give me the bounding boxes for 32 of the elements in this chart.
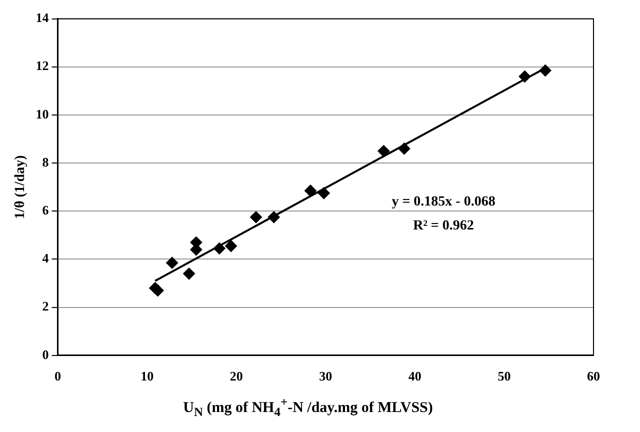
y-tick-label: 8 [42,154,50,170]
point [225,240,238,252]
point [518,70,531,83]
point [304,184,316,197]
y-axis-title: 1/θ (1/day) [13,154,28,219]
x-tick-label: 60 [587,368,600,384]
point [268,211,280,224]
y-tick-label: 14 [36,10,50,26]
annotation: y = 0.185x - 0.068 [392,194,496,210]
annotation: R² = 0.962 [413,218,474,234]
x-axis-title: U$_{N}$ (mg of NH$_{4}$$^{+}$-N /day.mg of MLVSS) [182,395,434,420]
point [250,211,262,224]
x-tick-label: 10 [140,368,154,384]
point [398,142,410,155]
y-tick-label: 6 [42,202,50,218]
y-tick-label: 12 [36,58,49,74]
point [183,268,196,280]
x-tick-label: 50 [498,368,511,384]
point [213,242,226,254]
y-tick-label: 4 [42,250,50,266]
point [166,256,178,269]
x-tick-label: 0 [54,368,62,384]
x-tick-label: 20 [230,368,243,384]
point [318,187,330,200]
x-tick-label: 40 [408,368,422,384]
point [378,145,390,158]
y-tick-label: 2 [42,298,49,314]
y-tick-label: 10 [36,106,49,122]
y-tick-label: 0 [42,346,49,362]
x-tick-label: 30 [319,368,332,384]
point [152,284,164,296]
point [539,64,552,76]
